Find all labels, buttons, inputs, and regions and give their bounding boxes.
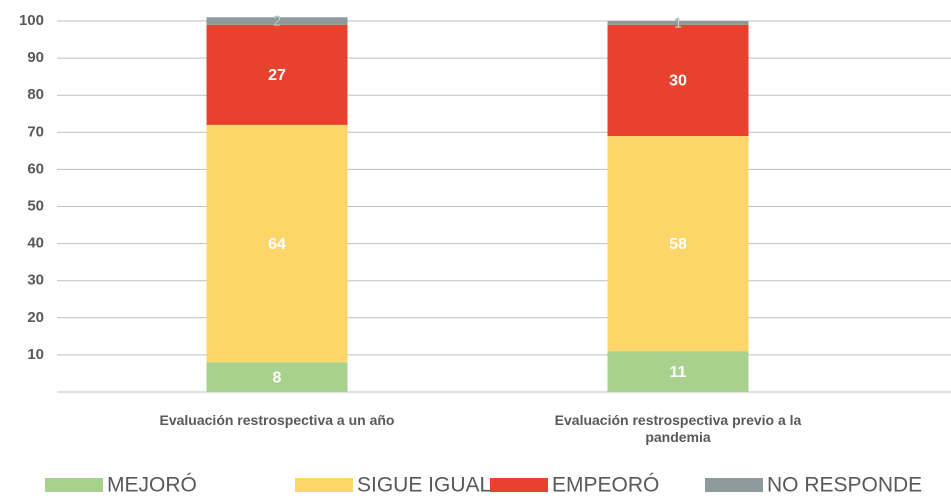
bar-segment [607,351,749,392]
legend-swatch [45,478,103,492]
data-label: 1 [674,15,682,31]
legend-label: EMPEORÓ [552,474,659,497]
y-tick-label: 20 [27,309,44,326]
bar-segment [206,17,348,25]
bar-segment [607,21,749,25]
bar-segment [607,136,749,352]
legend-label: SIGUE IGUAL [357,474,491,497]
x-tick-label: Evaluación restrospectiva previo a la pa… [554,412,802,445]
y-tick-label: 40 [27,235,44,252]
legend-swatch [490,478,548,492]
y-tick-label: 30 [27,272,44,289]
data-label: 64 [268,236,286,253]
y-tick-label: 60 [27,160,44,177]
y-tick-label: 80 [27,86,44,103]
data-label: 8 [273,369,282,386]
legend-swatch [705,478,763,492]
y-tick-label: 70 [27,123,44,140]
data-label: 11 [670,364,687,381]
legend-label: MEJORÓ [107,474,197,497]
bar-segment [607,24,749,137]
legend-label: NO RESPONDE [767,474,922,497]
x-tick-label: Evaluación restrospectiva a un año [159,412,395,428]
legend-swatch [295,478,353,492]
y-tick-label: 90 [27,49,44,66]
bar-segment [206,124,348,363]
data-label: 30 [669,73,687,90]
data-label: 58 [669,236,687,253]
data-label: 2 [273,13,281,29]
bar-segment [206,362,348,392]
y-tick-label: 10 [27,346,44,363]
y-tick-label: 100 [19,12,44,29]
bar-segment [206,24,348,125]
y-tick-label: 50 [27,197,44,214]
data-label: 27 [268,67,286,84]
